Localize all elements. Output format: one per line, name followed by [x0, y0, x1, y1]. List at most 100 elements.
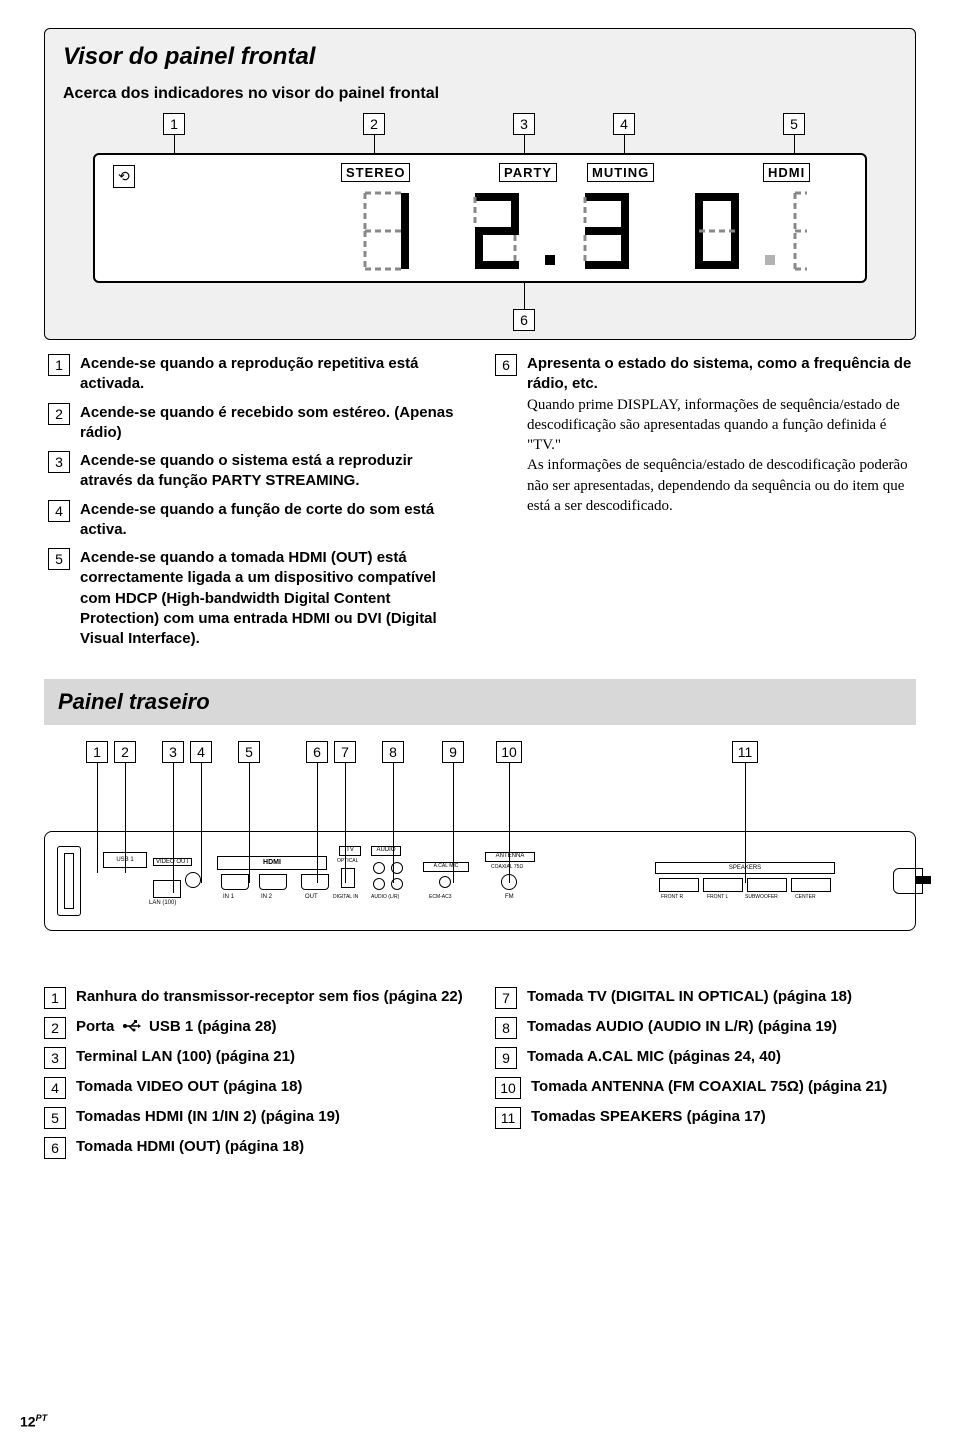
rear-panel-diagram: 1 2 3 4 5 6 7 8 9 10 11 USB 1 — [44, 741, 916, 971]
item-num: 4 — [48, 500, 70, 522]
rear-panel-box: USB 1 VIDEO OUT HDMI IN 1 IN 2 OUT LAN (… — [44, 831, 916, 931]
in1-label: IN 1 — [223, 894, 234, 900]
item-num: 5 — [48, 548, 70, 570]
list-item: 3 Acende-se quando o sistema está a repr… — [48, 451, 465, 492]
rear-callout-10: 10 — [496, 741, 522, 763]
list-item: 2 Acende-se quando é recebido som estére… — [48, 403, 465, 444]
item-num: 4 — [44, 1077, 66, 1099]
audio-r-jack — [373, 878, 385, 890]
item-text: Acende-se quando é recebido som estéreo.… — [80, 403, 465, 444]
item-num: 3 — [48, 451, 70, 473]
center-label: CENTER — [795, 894, 816, 900]
antenna-jack — [501, 874, 517, 890]
hdmi-label: HDMI — [763, 163, 810, 182]
item-num: 1 — [48, 354, 70, 376]
item-text: Tomada VIDEO OUT (página 18) — [76, 1077, 302, 1097]
item-num: 2 — [48, 403, 70, 425]
speakers-label: SPEAKERS — [655, 862, 835, 874]
callout-2: 2 — [363, 113, 385, 135]
list-item: 10 Tomada ANTENNA (FM COAXIAL 75Ω) (pági… — [495, 1077, 916, 1099]
rear-panel-title-bar: Painel traseiro — [44, 679, 916, 725]
callout-1: 1 — [163, 113, 185, 135]
list-item: 8 Tomadas AUDIO (AUDIO IN L/R) (página 1… — [495, 1017, 916, 1039]
frontr-label: FRONT R — [661, 894, 683, 900]
section1-subtitle: Acerca dos indicadores no visor do paine… — [63, 85, 897, 103]
list-item: 11 Tomadas SPEAKERS (página 17) — [495, 1107, 916, 1129]
item-text: Acende-se quando a reprodução repetitiva… — [80, 354, 465, 395]
usb-icon — [123, 1020, 141, 1032]
list-item: 1 Ranhura do transmissor-receptor sem fi… — [44, 987, 465, 1009]
section1-title: Visor do painel frontal — [63, 43, 897, 71]
in2-label: IN 2 — [261, 894, 272, 900]
callout-line — [524, 283, 525, 309]
item-text: Tomada TV (DIGITAL IN OPTICAL) (página 1… — [527, 987, 852, 1007]
video-out-jack — [185, 872, 201, 888]
rear-callout-1: 1 — [86, 741, 108, 763]
coaxial-label: COAXIAL 75Ω — [491, 864, 523, 870]
hdmi-label-box: HDMI — [217, 856, 327, 870]
item-text: Tomadas HDMI (IN 1/IN 2) (página 19) — [76, 1107, 340, 1127]
item-num: 8 — [495, 1017, 517, 1039]
item-num: 6 — [495, 354, 517, 376]
list-item: 1 Acende-se quando a reprodução repetiti… — [48, 354, 465, 395]
item-text: Tomadas AUDIO (AUDIO IN L/R) (página 19) — [527, 1017, 837, 1037]
item-num: 5 — [44, 1107, 66, 1129]
party-label: PARTY — [499, 163, 557, 182]
item-text: Apresenta o estado do sistema, como a fr… — [527, 355, 911, 392]
fm-label: FM — [505, 894, 514, 900]
item-text: Tomada ANTENNA (FM COAXIAL 75Ω) (página … — [531, 1077, 887, 1097]
list-item: 5 Acende-se quando a tomada HDMI (OUT) e… — [48, 548, 465, 649]
item-num: 3 — [44, 1047, 66, 1069]
stereo-label: STEREO — [341, 163, 410, 182]
speaker-frontl — [703, 878, 743, 892]
rear-callout-8: 8 — [382, 741, 404, 763]
callout-4: 4 — [613, 113, 635, 135]
hdmi-in2 — [259, 874, 287, 890]
audio-r2-jack — [391, 878, 403, 890]
repeat-icon: ⟲ — [113, 165, 135, 188]
rear-callout-7: 7 — [334, 741, 356, 763]
seven-segment-display — [335, 189, 835, 275]
item-text: Ranhura do transmissor-receptor sem fios… — [76, 987, 463, 1007]
acalmic-label: A.CAL MIC — [423, 862, 469, 872]
item-text: Terminal LAN (100) (página 21) — [76, 1047, 295, 1067]
item-text: Acende-se quando a função de corte do so… — [80, 500, 465, 541]
list-item: 6 Tomada HDMI (OUT) (página 18) — [44, 1137, 465, 1159]
item-text: Acende-se quando o sistema está a reprod… — [80, 451, 465, 492]
rear-callout-2: 2 — [114, 741, 136, 763]
digitalin-label: DIGITAL IN — [333, 894, 358, 900]
item-text: Tomada A.CAL MIC (páginas 24, 40) — [527, 1047, 781, 1067]
item-body: Quando prime DISPLAY, informações de seq… — [527, 397, 908, 514]
power-cable-line — [915, 876, 931, 884]
muting-label: MUTING — [587, 163, 654, 182]
section1-descriptions: 1 Acende-se quando a reprodução repetiti… — [44, 310, 916, 657]
frontl-label: FRONT L — [707, 894, 728, 900]
front-panel-section: Visor do painel frontal Acerca dos indic… — [44, 28, 916, 340]
out-label: OUT — [305, 894, 318, 900]
usb-port: USB 1 — [103, 852, 147, 868]
list-item: 6 Apresenta o estado do sistema, como a … — [495, 354, 912, 516]
section2-title: Painel traseiro — [58, 689, 902, 715]
callout6-area: 6 — [93, 283, 867, 333]
page-number: 12PT — [20, 1413, 47, 1430]
item-text: Porta USB 1 (página 28) — [76, 1017, 277, 1037]
list-item: 5 Tomadas HDMI (IN 1/IN 2) (página 19) — [44, 1107, 465, 1129]
lan-port — [153, 880, 181, 898]
item-num: 6 — [44, 1137, 66, 1159]
audio-l2-jack — [391, 862, 403, 874]
optical-jack — [341, 868, 355, 888]
callout-3: 3 — [513, 113, 535, 135]
item-num: 1 — [44, 987, 66, 1009]
item-num: 11 — [495, 1107, 521, 1129]
section2-descriptions: 1 Ranhura do transmissor-receptor sem fi… — [44, 987, 916, 1167]
item-text: Tomadas SPEAKERS (página 17) — [531, 1107, 766, 1127]
video-out-label: VIDEO OUT — [153, 858, 192, 866]
audio-l-jack — [373, 862, 385, 874]
hdmi-in1 — [221, 874, 249, 890]
list-item: 7 Tomada TV (DIGITAL IN OPTICAL) (página… — [495, 987, 916, 1009]
subwoofer-label: SUBWOOFER — [745, 894, 778, 900]
audiolr-label: AUDIO (L/R) — [371, 894, 399, 900]
rear-callout-3: 3 — [162, 741, 184, 763]
speaker-center — [791, 878, 831, 892]
rear-callout-9: 9 — [442, 741, 464, 763]
